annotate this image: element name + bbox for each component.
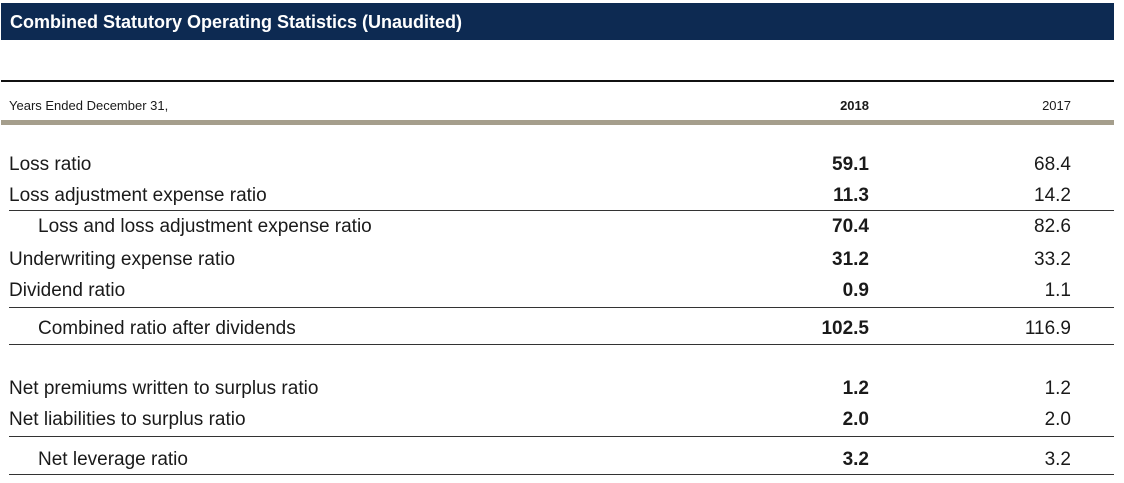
table-row: Loss ratio 59.1 68.4 — [0, 150, 1124, 180]
table-row: Net liabilities to surplus ratio 2.0 2.0 — [0, 405, 1124, 435]
table-row: Net premiums written to surplus ratio 1.… — [0, 374, 1124, 404]
column-header-label: Years Ended December 31, — [9, 98, 169, 113]
row-label: Net leverage ratio — [38, 449, 188, 470]
row-label: Net liabilities to surplus ratio — [9, 409, 246, 430]
table-row: Loss adjustment expense ratio 11.3 14.2 — [0, 181, 1124, 211]
header-rule — [1, 120, 1114, 125]
bottom-divider — [9, 474, 1114, 475]
value-2017: 14.2 — [1034, 185, 1071, 206]
column-header-2017: 2017 — [1042, 98, 1071, 113]
row-label: Loss adjustment expense ratio — [9, 185, 267, 206]
total-divider — [9, 344, 1114, 345]
table-title: Combined Statutory Operating Statistics … — [10, 12, 463, 32]
value-2017: 82.6 — [1034, 216, 1071, 237]
row-label: Dividend ratio — [9, 280, 126, 301]
subtotal-divider — [9, 307, 1114, 308]
table-row: Combined ratio after dividends 102.5 116… — [0, 314, 1124, 344]
row-label: Underwriting expense ratio — [9, 249, 236, 270]
value-2018: 0.9 — [842, 280, 869, 301]
column-header-2018: 2018 — [840, 98, 869, 113]
value-2017: 1.1 — [1044, 280, 1071, 301]
value-2017: 2.0 — [1044, 409, 1071, 430]
row-label: Net premiums written to surplus ratio — [9, 378, 319, 399]
value-2018: 3.2 — [842, 449, 869, 470]
value-2017: 33.2 — [1034, 249, 1071, 270]
table-row: Underwriting expense ratio 31.2 33.2 — [0, 245, 1124, 275]
row-label: Loss and loss adjustment expense ratio — [38, 216, 372, 237]
value-2018: 59.1 — [832, 154, 869, 175]
table-row: Dividend ratio 0.9 1.1 — [0, 276, 1124, 306]
value-2018: 70.4 — [832, 216, 869, 237]
subtotal-divider — [9, 436, 1114, 437]
value-2018: 31.2 — [832, 249, 869, 270]
value-2017: 1.2 — [1044, 378, 1071, 399]
title-bar: Combined Statutory Operating Statistics … — [1, 3, 1114, 40]
value-2018: 2.0 — [842, 409, 869, 430]
value-2018: 1.2 — [842, 378, 869, 399]
table-row: Net leverage ratio 3.2 3.2 — [0, 445, 1124, 475]
value-2017: 3.2 — [1044, 449, 1071, 470]
row-label: Combined ratio after dividends — [38, 318, 296, 339]
row-label: Loss ratio — [9, 154, 92, 175]
value-2017: 116.9 — [1024, 318, 1071, 339]
top-rule — [1, 80, 1114, 82]
value-2018: 11.3 — [833, 185, 869, 206]
value-2017: 68.4 — [1034, 154, 1071, 175]
subtotal-divider — [9, 210, 1114, 211]
value-2018: 102.5 — [821, 318, 869, 339]
table-row: Loss and loss adjustment expense ratio 7… — [0, 212, 1124, 242]
